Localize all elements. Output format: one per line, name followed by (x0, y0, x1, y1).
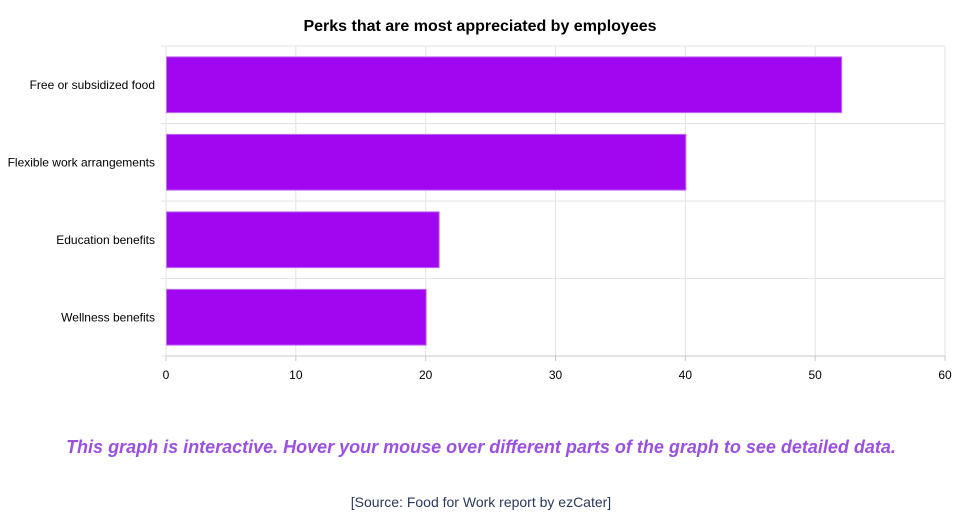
source-note: [Source: Food for Work report by ezCater… (350, 494, 612, 510)
bars[interactable] (166, 56, 843, 346)
category-labels: Free or subsidized food Flexible work arr… (8, 78, 155, 325)
x-tick-label: 10 (289, 368, 303, 382)
category-label: Free or subsidized food (30, 78, 155, 92)
interactive-note: This graph is interactive. Hover your mo… (66, 437, 896, 457)
bar[interactable] (166, 133, 687, 191)
bar[interactable] (166, 288, 427, 346)
x-tick-label: 30 (549, 368, 563, 382)
bar[interactable] (166, 56, 843, 114)
category-label: Flexible work arrangements (8, 155, 155, 169)
x-axis-ticks: 0 10 20 30 40 50 60 (163, 368, 952, 382)
category-label: Education benefits (56, 233, 155, 247)
x-tick-label: 0 (163, 368, 170, 382)
category-label: Wellness benefits (61, 310, 155, 324)
x-tick-label: 20 (419, 368, 433, 382)
x-tick-label: 50 (808, 368, 822, 382)
x-tick-label: 40 (679, 368, 693, 382)
chart-title: Perks that are most appreciated by emplo… (303, 18, 656, 35)
x-tick-label: 60 (938, 368, 952, 382)
bar-chart[interactable]: Perks that are most appreciated by emplo… (0, 0, 962, 420)
bar[interactable] (166, 211, 440, 269)
